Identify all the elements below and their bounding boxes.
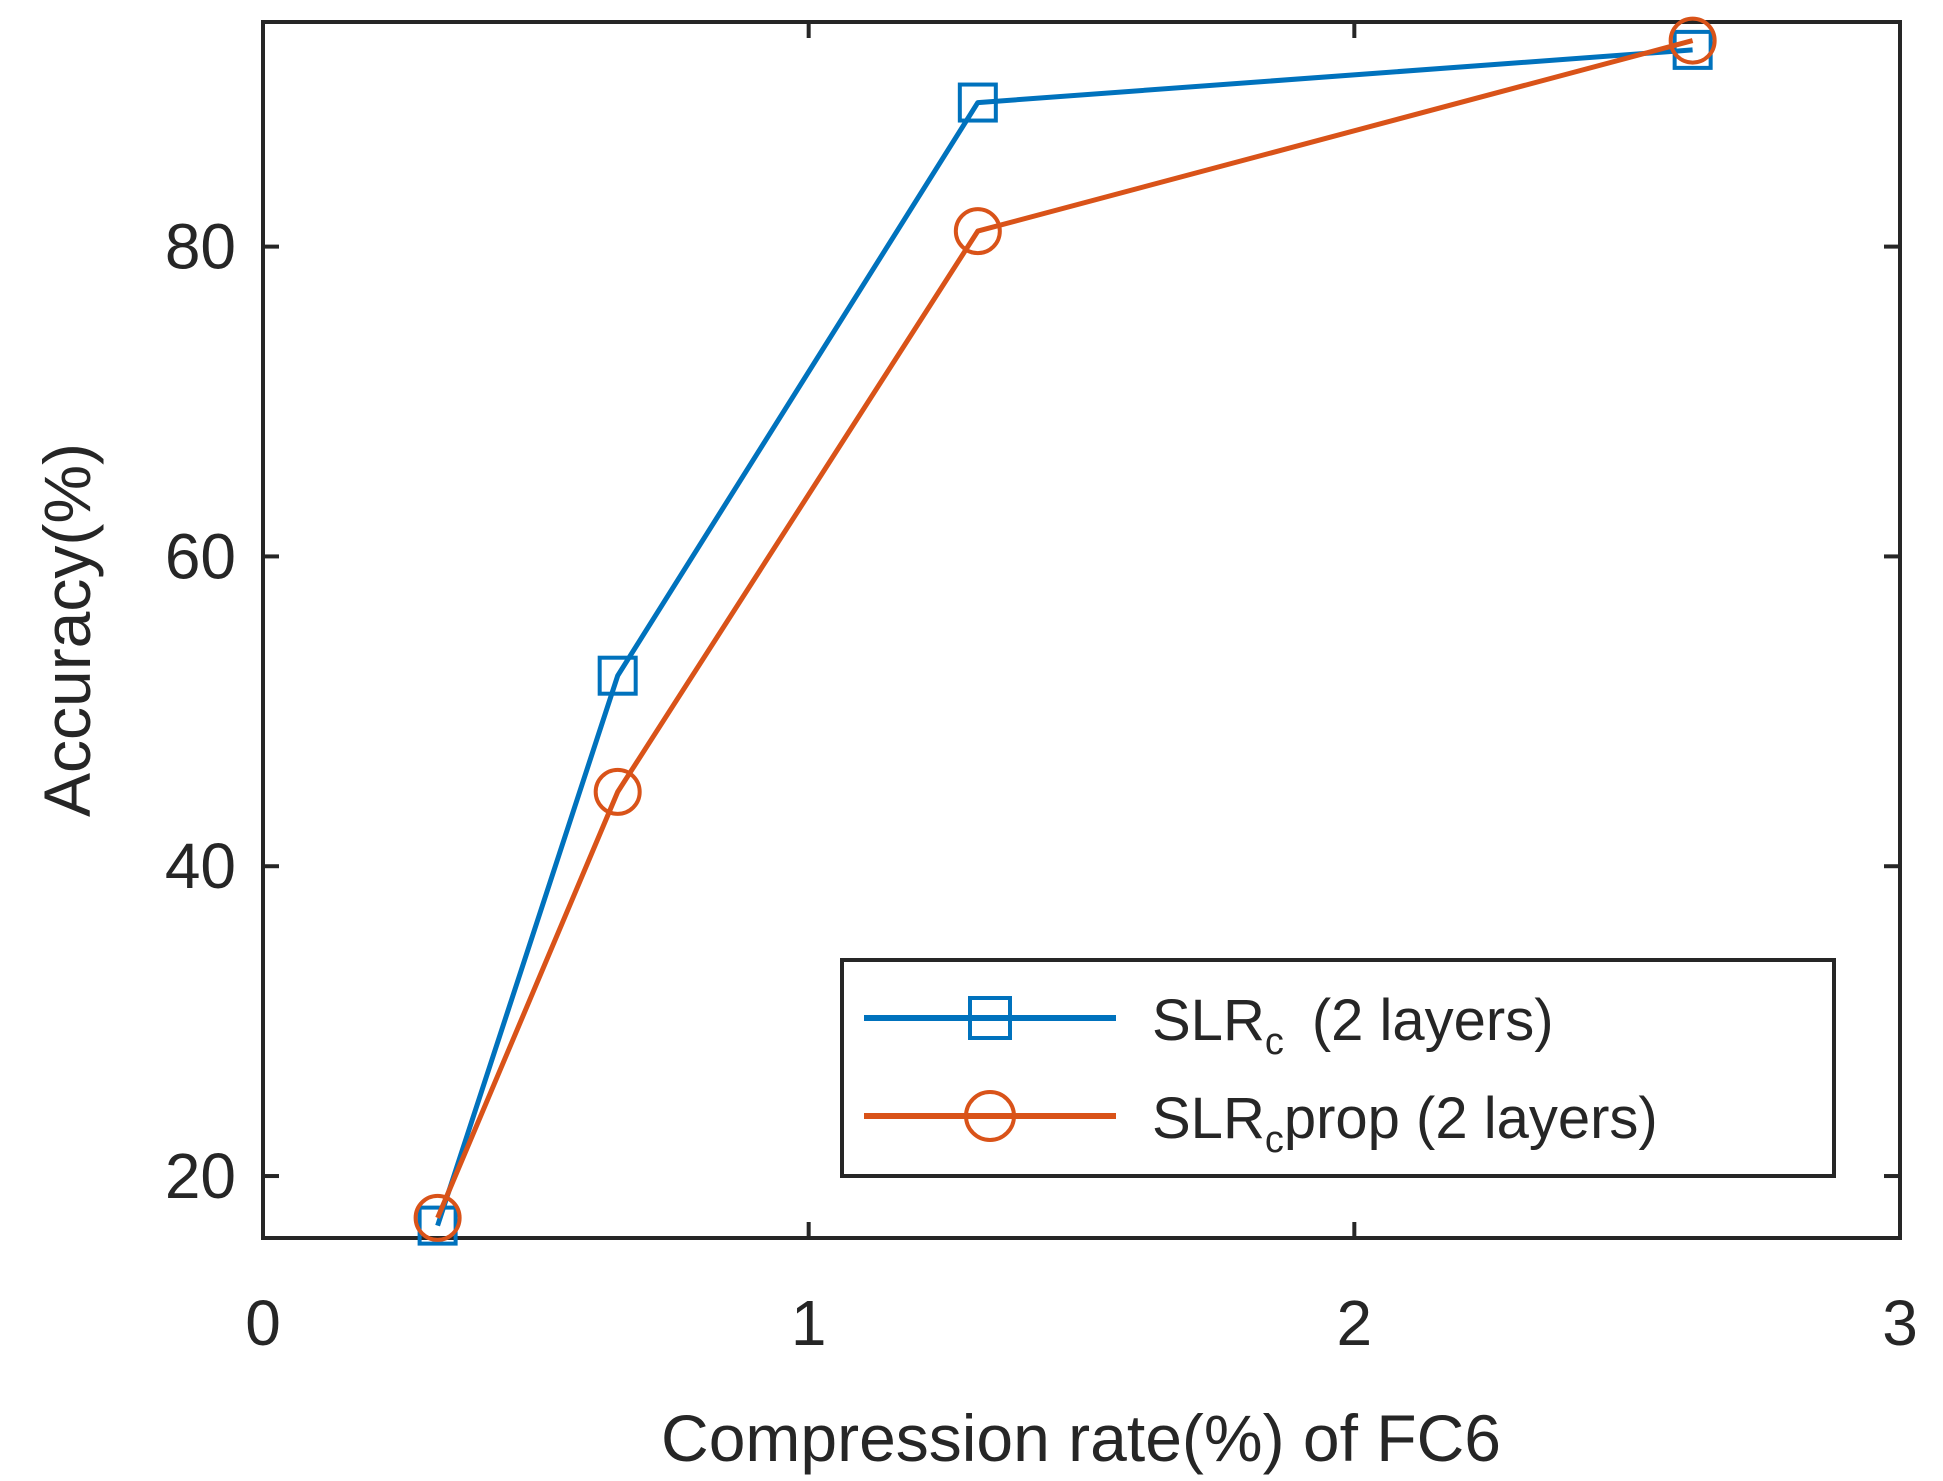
- data-point-square: [957, 82, 998, 123]
- x-tick-label: 3: [1882, 1287, 1918, 1359]
- x-axis-ticks: [261, 22, 1902, 1238]
- legend-label-sub: c: [1265, 1021, 1284, 1063]
- series-1: [417, 29, 1713, 1246]
- y-tick-label: 60: [165, 520, 236, 592]
- x-axis-label: Compression rate(%) of FC6: [661, 1401, 1501, 1475]
- data-point-square: [417, 1205, 458, 1246]
- y-axis-ticks: [263, 244, 1900, 1179]
- data-point-circle: [593, 767, 642, 816]
- legend-label-main: SLR: [1152, 1086, 1265, 1151]
- x-tick-label: 0: [245, 1287, 281, 1359]
- legend-label-main: SLR: [1152, 988, 1265, 1053]
- y-tick-label: 20: [165, 1140, 236, 1212]
- legend-label-series-2: SLRcprop (2 layers): [1152, 1086, 1658, 1161]
- x-axis-tick-labels: 0 1 2 3: [245, 1287, 1918, 1359]
- data-point-circle: [413, 1193, 462, 1242]
- legend: SLRc (2 layers) SLRcprop (2 layers): [840, 958, 1836, 1178]
- x-tick-label: 1: [791, 1287, 827, 1359]
- x-tick-label: 2: [1337, 1287, 1373, 1359]
- y-tick-label: 40: [165, 830, 236, 902]
- legend-label-tail: prop (2 layers): [1284, 1086, 1658, 1151]
- legend-label-series-1: SLRc (2 layers): [1152, 988, 1554, 1063]
- series-line: [435, 47, 1693, 1227]
- data-point-circle: [1668, 16, 1717, 65]
- legend-label-tail: (2 layers): [1312, 988, 1554, 1053]
- data-point-circle: [953, 207, 1002, 256]
- legend-marker-square: [968, 996, 1012, 1040]
- series-line: [435, 38, 1694, 1219]
- data-point-square: [597, 655, 638, 696]
- legend-label-sub: c: [1265, 1119, 1284, 1161]
- legend-marker-circle: [964, 1090, 1016, 1142]
- y-axis-tick-labels: 20 40 60 80: [165, 211, 236, 1212]
- series-layer: [413, 16, 1717, 1246]
- y-tick-label: 80: [165, 211, 236, 283]
- series-2: [413, 16, 1717, 1242]
- y-axis-label: Accuracy(%): [30, 443, 104, 817]
